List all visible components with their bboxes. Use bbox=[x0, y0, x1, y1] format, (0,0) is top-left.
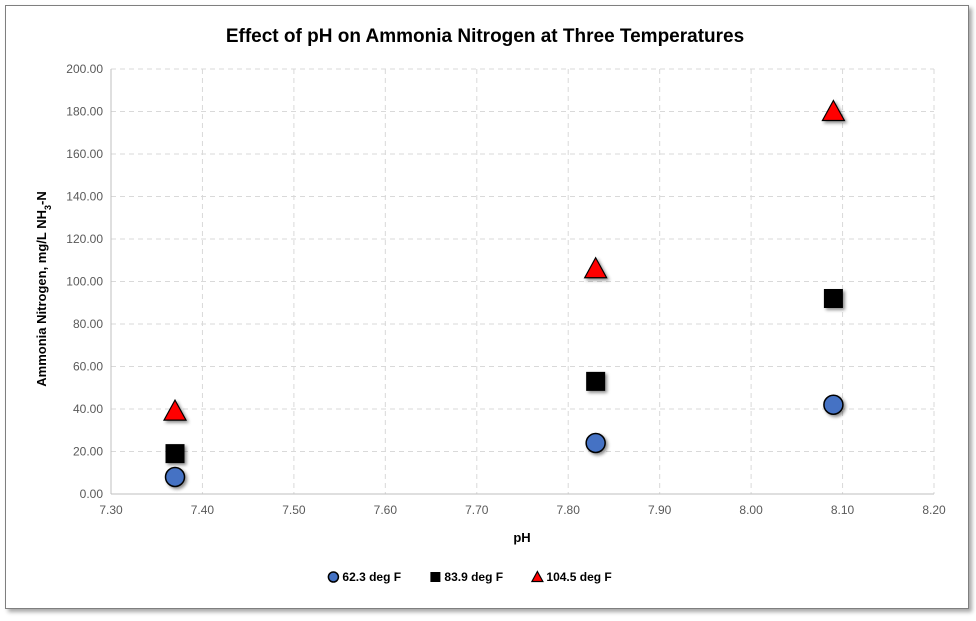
legend-label: 62.3 deg F bbox=[342, 570, 401, 584]
chart-svg: Effect of pH on Ammonia Nitrogen at Thre… bbox=[34, 26, 946, 584]
legend: 62.3 deg F 83.9 deg F 104.5 deg F bbox=[327, 570, 612, 584]
legend-marker-circle bbox=[327, 571, 340, 583]
legend-marker-square bbox=[430, 572, 441, 582]
y-tick-label: 140.00 bbox=[66, 190, 103, 204]
grid bbox=[111, 68, 935, 494]
data-point-circle bbox=[585, 432, 606, 454]
chart-frame: Effect of pH on Ammonia Nitrogen at Thre… bbox=[5, 5, 969, 609]
y-axis-title-suffix: -N bbox=[34, 191, 49, 205]
data-point-circle bbox=[823, 394, 844, 415]
y-tick-label: 200.00 bbox=[66, 62, 103, 76]
x-tick-label: 7.30 bbox=[99, 503, 123, 517]
chart-title: Effect of pH on Ammonia Nitrogen at Thre… bbox=[226, 26, 744, 47]
x-tick-labels: 7.30 7.40 7.50 7.60 7.70 7.80 7.90 8.00 8.10 8.20 bbox=[99, 503, 946, 517]
y-tick-label: 160.00 bbox=[66, 147, 103, 161]
x-tick-label: 8.10 bbox=[831, 503, 855, 517]
x-tick-label: 7.80 bbox=[557, 503, 581, 517]
y-axis-title-main: Ammonia Nitrogen, mg/L NH bbox=[34, 210, 49, 387]
data-point-square bbox=[165, 444, 185, 464]
x-tick-label: 7.90 bbox=[648, 503, 672, 517]
legend-label: 83.9 deg F bbox=[444, 570, 503, 584]
legend-marker-triangle bbox=[530, 570, 544, 583]
axes bbox=[110, 69, 934, 495]
data-markers bbox=[162, 99, 846, 488]
x-tick-label: 7.60 bbox=[374, 503, 398, 517]
x-tick-label: 7.40 bbox=[191, 503, 215, 517]
x-tick-label: 8.00 bbox=[739, 503, 763, 517]
y-tick-label: 20.00 bbox=[73, 445, 103, 459]
y-tick-label: 60.00 bbox=[73, 360, 103, 374]
y-axis-title-subscript: 3 bbox=[43, 205, 53, 210]
data-point-triangle bbox=[162, 398, 188, 421]
y-tick-label: 0.00 bbox=[80, 487, 104, 501]
y-tick-labels: 0.00 20.00 40.00 60.00 80.00 100.00 120.00 140.… bbox=[66, 62, 103, 501]
x-tick-label: 7.70 bbox=[465, 503, 489, 517]
y-tick-label: 80.00 bbox=[73, 317, 103, 331]
data-point-square bbox=[586, 371, 606, 391]
x-axis-title: pH bbox=[513, 530, 530, 545]
y-tick-label: 100.00 bbox=[66, 275, 103, 289]
data-point-circle bbox=[164, 466, 186, 488]
data-point-square bbox=[823, 289, 843, 308]
y-axis-title: Ammonia Nitrogen, mg/L NH3-N bbox=[34, 191, 53, 386]
x-tick-label: 7.50 bbox=[282, 503, 306, 517]
x-tick-label: 8.20 bbox=[922, 503, 946, 517]
y-tick-label: 40.00 bbox=[73, 402, 103, 416]
y-tick-label: 180.00 bbox=[66, 105, 103, 119]
y-tick-label: 120.00 bbox=[66, 232, 103, 246]
legend-label: 104.5 deg F bbox=[546, 570, 611, 584]
data-point-triangle bbox=[821, 99, 846, 122]
data-point-triangle bbox=[583, 256, 608, 279]
